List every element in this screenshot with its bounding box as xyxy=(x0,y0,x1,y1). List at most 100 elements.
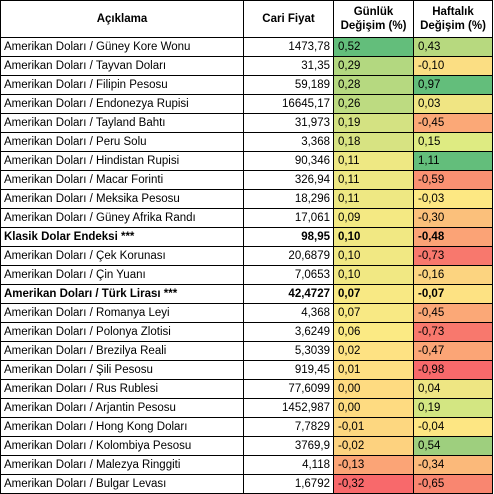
table-row: Amerikan Doları / Çin Yuanı 7,0653 0,10 -0,… xyxy=(0,265,493,285)
row-weekly-change: -0,30 xyxy=(413,208,493,228)
table-row: Amerikan Doları / Brezilya Reali 5,3039 0,… xyxy=(0,341,493,361)
row-daily-change: 0,11 xyxy=(333,151,414,171)
table-row: Amerikan Doları / Tayvan Doları 31,35 0,29… xyxy=(0,56,493,76)
row-price: 4,118 xyxy=(243,455,334,475)
table-row: Amerikan Doları / Arjantin Pesosu 1452,98… xyxy=(0,398,493,418)
header-price: Cari Fiyat xyxy=(243,0,334,38)
table-row: Amerikan Doları / Peru Solu 3,368 0,18 0,15 xyxy=(0,132,493,152)
row-weekly-change: -0,73 xyxy=(413,246,493,266)
row-daily-change: -0,13 xyxy=(333,455,414,475)
row-description: Amerikan Doları / Güney Kore Wonu xyxy=(0,37,244,57)
row-daily-change: 0,29 xyxy=(333,56,414,76)
row-price: 16645,17 xyxy=(243,94,334,114)
row-price: 7,0653 xyxy=(243,265,334,285)
row-weekly-change: -0,48 xyxy=(413,227,493,247)
row-daily-change: 0,09 xyxy=(333,208,414,228)
table-row: Amerikan Doları / Rus Rublesi 77,6099 0,00… xyxy=(0,379,493,399)
row-description: Amerikan Doları / Hong Kong Doları xyxy=(0,417,244,437)
row-daily-change: 0,52 xyxy=(333,37,414,57)
row-price: 90,346 xyxy=(243,151,334,171)
table-row: Amerikan Doları / Bulgar Levası 1,6792 -0,… xyxy=(0,474,493,494)
header-row: Açıklama Cari Fiyat Günlük Değişim (%) H… xyxy=(0,0,493,38)
table-row: Amerikan Doları / Macar Forinti 326,94 0,1… xyxy=(0,170,493,190)
table-row: Amerikan Doları / Romanya Leyi 4,368 0,07-… xyxy=(0,303,493,323)
row-price: 20,6879 xyxy=(243,246,334,266)
row-weekly-change: -0,98 xyxy=(413,360,493,380)
header-daily-change: Günlük Değişim (%) xyxy=(333,0,414,38)
row-weekly-change: 0,97 xyxy=(413,75,493,95)
table-row: Amerikan Doları / Endonezya Rupisi 16645,… xyxy=(0,94,493,114)
row-weekly-change: -0,03 xyxy=(413,189,493,209)
row-price: 5,3039 xyxy=(243,341,334,361)
row-weekly-change: -0,47 xyxy=(413,341,493,361)
row-daily-change: 0,10 xyxy=(333,265,414,285)
table-row: Amerikan Doları / Güney Kore Wonu 1473,78… xyxy=(0,37,493,57)
row-daily-change: 0,00 xyxy=(333,398,414,418)
table-row: Amerikan Doları / Çek Korunası 20,6879 0,1… xyxy=(0,246,493,266)
row-price: 59,189 xyxy=(243,75,334,95)
row-description: Amerikan Doları / Şili Pesosu xyxy=(0,360,244,380)
row-description: Amerikan Doları / Hindistan Rupisi xyxy=(0,151,244,171)
row-description: Amerikan Doları / Malezya Ringgiti xyxy=(0,455,244,475)
table-row: Klasik Dolar Endeksi *** 98,95 0,10 -0,48 xyxy=(0,227,493,247)
row-weekly-change: -0,04 xyxy=(413,417,493,437)
row-description: Amerikan Doları / Rus Rublesi xyxy=(0,379,244,399)
header-description: Açıklama xyxy=(0,0,244,38)
row-weekly-change: -0,45 xyxy=(413,303,493,323)
row-description: Amerikan Doları / Tayvan Doları xyxy=(0,56,244,76)
row-description: Amerikan Doları / Meksika Pesosu xyxy=(0,189,244,209)
row-description: Amerikan Doları / Filipin Pesosu xyxy=(0,75,244,95)
row-description: Amerikan Doları / Bulgar Levası xyxy=(0,474,244,494)
row-daily-change: 0,18 xyxy=(333,132,414,152)
row-price: 1452,987 xyxy=(243,398,334,418)
row-weekly-change: -0,65 xyxy=(413,474,493,494)
row-daily-change: 0,19 xyxy=(333,113,414,133)
row-price: 3,368 xyxy=(243,132,334,152)
row-daily-change: 0,10 xyxy=(333,246,414,266)
row-description: Amerikan Doları / Güney Afrika Randı xyxy=(0,208,244,228)
row-daily-change: 0,11 xyxy=(333,170,414,190)
row-price: 3,6249 xyxy=(243,322,334,342)
row-description: Amerikan Doları / Macar Forinti xyxy=(0,170,244,190)
row-weekly-change: 0,04 xyxy=(413,379,493,399)
row-daily-change: 0,28 xyxy=(333,75,414,95)
row-price: 42,4727 xyxy=(243,284,334,304)
row-weekly-change: -0,07 xyxy=(413,284,493,304)
row-description: Amerikan Doları / Romanya Leyi xyxy=(0,303,244,323)
row-price: 1,6792 xyxy=(243,474,334,494)
row-price: 326,94 xyxy=(243,170,334,190)
row-weekly-change: -0,10 xyxy=(413,56,493,76)
row-daily-change: 0,10 xyxy=(333,227,414,247)
row-description: Amerikan Doları / Peru Solu xyxy=(0,132,244,152)
row-description: Amerikan Doları / Türk Lirası *** xyxy=(0,284,244,304)
row-price: 31,973 xyxy=(243,113,334,133)
row-price: 17,061 xyxy=(243,208,334,228)
row-weekly-change: -0,34 xyxy=(413,455,493,475)
row-description: Amerikan Doları / Çek Korunası xyxy=(0,246,244,266)
row-description: Amerikan Doları / Çin Yuanı xyxy=(0,265,244,285)
row-description: Amerikan Doları / Polonya Zlotisi xyxy=(0,322,244,342)
row-price: 3769,9 xyxy=(243,436,334,456)
row-daily-change: 0,00 xyxy=(333,379,414,399)
row-description: Klasik Dolar Endeksi *** xyxy=(0,227,244,247)
row-daily-change: 0,07 xyxy=(333,303,414,323)
row-daily-change: 0,01 xyxy=(333,360,414,380)
row-weekly-change: 0,54 xyxy=(413,436,493,456)
table-row: Amerikan Doları / Şili Pesosu 919,45 0,01-… xyxy=(0,360,493,380)
row-description: Amerikan Doları / Arjantin Pesosu xyxy=(0,398,244,418)
row-price: 77,6099 xyxy=(243,379,334,399)
row-weekly-change: -0,59 xyxy=(413,170,493,190)
table-row: Amerikan Doları / Malezya Ringgiti 4,118-… xyxy=(0,455,493,475)
table-row: Amerikan Doları / Meksika Pesosu 18,296 0,… xyxy=(0,189,493,209)
table-row: Amerikan Doları / Tayland Bahtı 31,973 0,1… xyxy=(0,113,493,133)
row-daily-change: -0,02 xyxy=(333,436,414,456)
table-row: Amerikan Doları / Filipin Pesosu 59,189 0,… xyxy=(0,75,493,95)
row-weekly-change: -0,16 xyxy=(413,265,493,285)
row-daily-change: 0,26 xyxy=(333,94,414,114)
table-row: Amerikan Doları / Türk Lirası *** 42,4727… xyxy=(0,284,493,304)
row-price: 1473,78 xyxy=(243,37,334,57)
row-daily-change: 0,06 xyxy=(333,322,414,342)
row-price: 4,368 xyxy=(243,303,334,323)
row-weekly-change: 0,43 xyxy=(413,37,493,57)
